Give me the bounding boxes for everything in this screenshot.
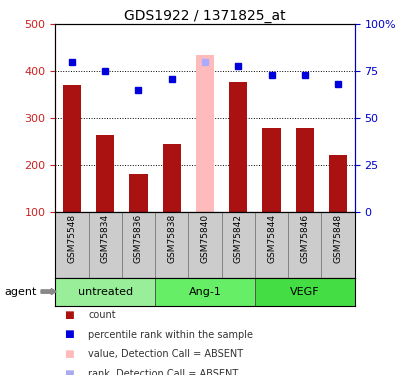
Text: ■: ■	[63, 310, 73, 320]
Text: GSM75846: GSM75846	[299, 214, 308, 263]
Bar	[229, 82, 247, 212]
Bar	[162, 144, 180, 212]
Bar	[295, 128, 313, 212]
Text: Ang-1: Ang-1	[188, 286, 221, 297]
Bar	[196, 55, 213, 212]
Text: ■: ■	[63, 369, 73, 375]
Bar	[96, 135, 114, 212]
Bar	[254, 278, 354, 306]
Bar	[155, 278, 254, 306]
Title: GDS1922 / 1371825_at: GDS1922 / 1371825_at	[124, 9, 285, 23]
Text: GSM75844: GSM75844	[266, 214, 275, 263]
Bar	[262, 128, 280, 212]
Text: VEGF: VEGF	[289, 286, 319, 297]
Text: GSM75842: GSM75842	[233, 214, 242, 263]
Bar	[63, 86, 81, 212]
Bar	[55, 278, 155, 306]
Text: count: count	[88, 310, 115, 320]
Text: GSM75840: GSM75840	[200, 214, 209, 263]
Text: agent: agent	[4, 286, 36, 297]
Text: untreated: untreated	[77, 286, 133, 297]
Bar	[328, 154, 346, 212]
Text: GSM75848: GSM75848	[333, 214, 342, 263]
Bar	[129, 174, 147, 212]
Text: value, Detection Call = ABSENT: value, Detection Call = ABSENT	[88, 349, 243, 359]
Text: percentile rank within the sample: percentile rank within the sample	[88, 330, 252, 339]
Text: GSM75834: GSM75834	[101, 214, 110, 263]
Text: ■: ■	[63, 349, 73, 359]
Text: GSM75548: GSM75548	[67, 214, 76, 263]
Text: rank, Detection Call = ABSENT: rank, Detection Call = ABSENT	[88, 369, 238, 375]
Text: GSM75838: GSM75838	[167, 214, 176, 263]
Text: GSM75836: GSM75836	[134, 214, 143, 263]
Text: ■: ■	[63, 330, 73, 339]
